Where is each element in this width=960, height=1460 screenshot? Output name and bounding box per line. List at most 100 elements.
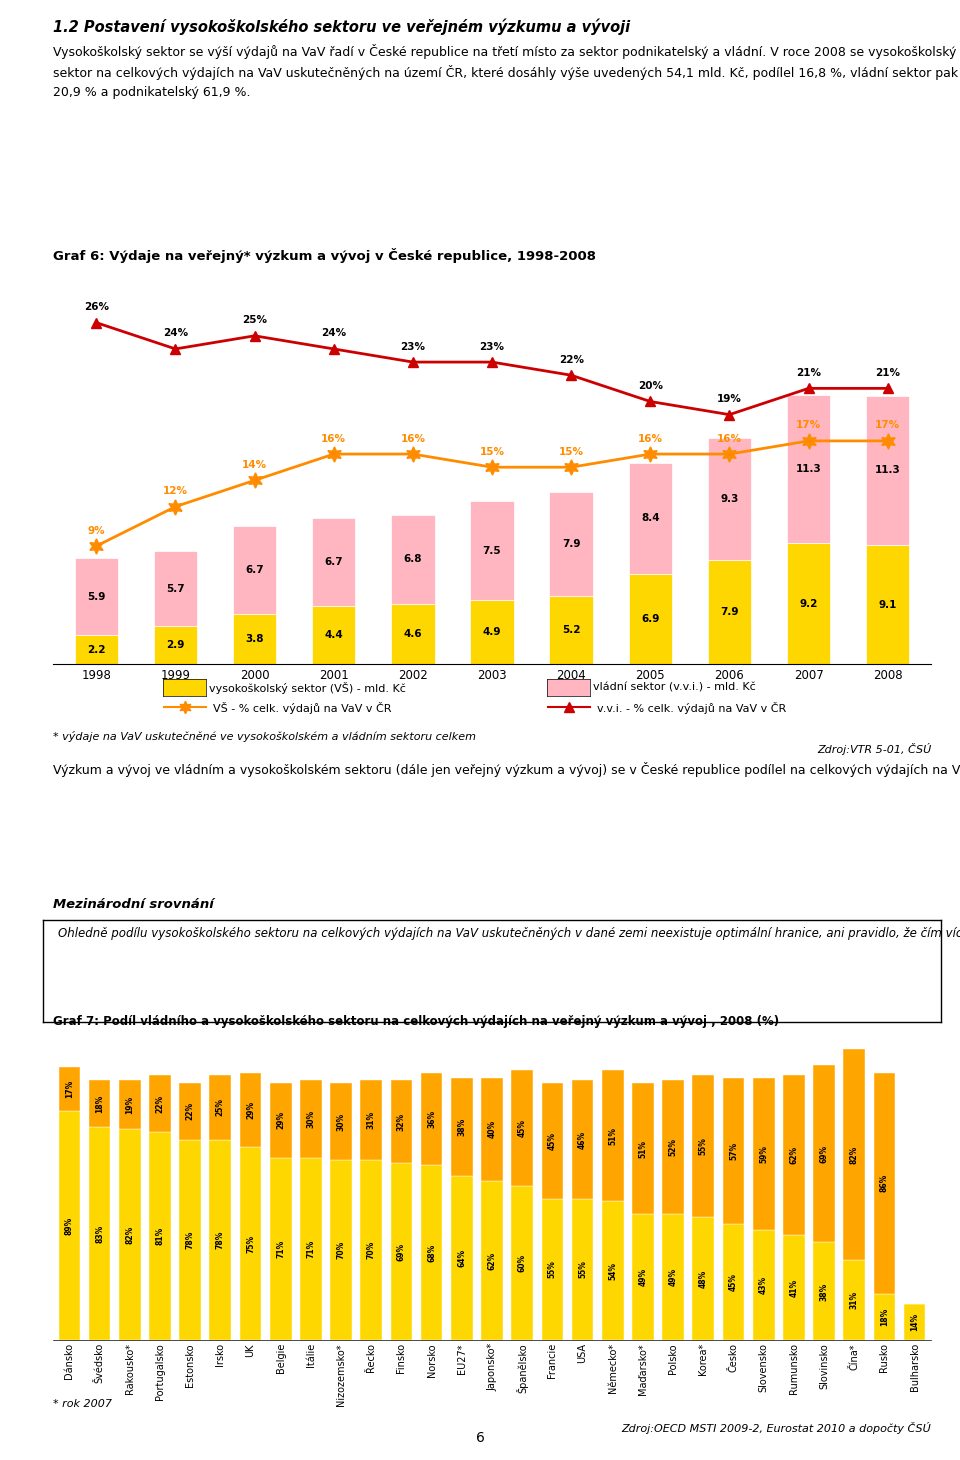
Text: 55%: 55% <box>578 1260 588 1279</box>
Bar <box>470 600 514 664</box>
Text: 15%: 15% <box>479 447 505 457</box>
Text: 4.9: 4.9 <box>483 628 501 637</box>
Bar <box>866 545 909 664</box>
Text: Zdroj:OECD MSTI 2009-2, Eurostat 2010 a dopočty ČSÚ: Zdroj:OECD MSTI 2009-2, Eurostat 2010 a … <box>621 1422 931 1434</box>
Text: 30%: 30% <box>306 1110 316 1129</box>
Bar <box>692 1216 714 1340</box>
Text: 16%: 16% <box>717 434 742 444</box>
Bar <box>843 1050 865 1260</box>
Text: 55%: 55% <box>699 1137 708 1155</box>
Text: 68%: 68% <box>427 1244 436 1261</box>
Text: 2.2: 2.2 <box>87 645 106 656</box>
Text: 70%: 70% <box>367 1241 375 1260</box>
Bar <box>119 1129 141 1340</box>
Text: 7.9: 7.9 <box>562 539 581 549</box>
Text: 11.3: 11.3 <box>796 464 822 475</box>
Bar <box>708 561 751 664</box>
Text: 82%: 82% <box>850 1146 859 1164</box>
Bar <box>209 1140 231 1340</box>
Text: 3.8: 3.8 <box>246 634 264 644</box>
Text: 7.5: 7.5 <box>483 546 501 556</box>
Text: vládní sektor (v.v.i.) - mld. Kč: vládní sektor (v.v.i.) - mld. Kč <box>593 683 756 692</box>
Bar <box>632 1083 654 1215</box>
Text: 69%: 69% <box>820 1145 828 1162</box>
Text: 25%: 25% <box>242 315 267 326</box>
Bar <box>75 635 118 664</box>
Text: * výdaje na VaV uskutečněné ve vysokoškolském a vládním sektoru celkem: * výdaje na VaV uskutečněné ve vysokoško… <box>53 731 476 743</box>
Text: 17%: 17% <box>65 1080 74 1098</box>
Text: 49%: 49% <box>638 1269 647 1286</box>
Text: 16%: 16% <box>637 434 662 444</box>
Bar <box>692 1075 714 1216</box>
Bar <box>723 1077 744 1225</box>
Text: 38%: 38% <box>457 1117 467 1136</box>
Text: 38%: 38% <box>820 1282 828 1301</box>
Text: 78%: 78% <box>185 1231 195 1250</box>
Bar <box>787 543 830 664</box>
Bar <box>602 1202 624 1340</box>
Bar <box>512 1070 533 1186</box>
Text: 24%: 24% <box>322 328 347 339</box>
Text: 9%: 9% <box>87 526 106 536</box>
Text: 62%: 62% <box>789 1146 799 1164</box>
Text: 69%: 69% <box>396 1242 406 1260</box>
Bar <box>240 1073 261 1148</box>
Text: 21%: 21% <box>876 368 900 378</box>
Bar <box>481 1181 503 1340</box>
Bar <box>59 1067 81 1111</box>
Bar <box>783 1235 804 1340</box>
Bar <box>391 604 435 664</box>
Bar <box>312 518 355 606</box>
Text: 40%: 40% <box>488 1120 496 1139</box>
Text: 29%: 29% <box>246 1101 255 1118</box>
Text: 18%: 18% <box>880 1308 889 1326</box>
Text: 45%: 45% <box>517 1118 527 1137</box>
Text: 82%: 82% <box>125 1225 134 1244</box>
Text: 64%: 64% <box>457 1248 467 1267</box>
Bar <box>149 1132 171 1340</box>
Text: Zdroj:VTR 5-01, ČSÚ: Zdroj:VTR 5-01, ČSÚ <box>817 743 931 755</box>
Bar <box>360 1161 382 1340</box>
Text: Graf 6: Výdaje na veřejný* výzkum a vývoj v České republice, 1998-2008: Graf 6: Výdaje na veřejný* výzkum a vývo… <box>53 248 596 263</box>
Text: vysokoškolský sektor (VŠ) - mld. Kč: vysokoškolský sektor (VŠ) - mld. Kč <box>209 682 406 694</box>
Text: 6.7: 6.7 <box>246 565 264 575</box>
Text: 31%: 31% <box>367 1111 375 1129</box>
Text: Ohledně podílu vysokoškolského sektoru na celkových výdajích na VaV uskutečněnýc: Ohledně podílu vysokoškolského sektoru n… <box>58 927 960 940</box>
Text: 70%: 70% <box>337 1241 346 1260</box>
Text: 71%: 71% <box>306 1240 316 1259</box>
Text: 51%: 51% <box>638 1140 647 1158</box>
Bar <box>602 1070 624 1202</box>
Text: 19%: 19% <box>125 1096 134 1114</box>
Text: 5.7: 5.7 <box>166 584 184 594</box>
Text: 45%: 45% <box>548 1132 557 1150</box>
Bar <box>549 596 593 664</box>
Text: 2.9: 2.9 <box>166 641 184 650</box>
Text: 21%: 21% <box>796 368 821 378</box>
Text: 17%: 17% <box>796 420 821 431</box>
Text: 86%: 86% <box>880 1174 889 1193</box>
Bar <box>420 1073 443 1165</box>
Text: 23%: 23% <box>479 342 505 352</box>
Text: 4.4: 4.4 <box>324 631 343 641</box>
Text: 7.9: 7.9 <box>720 607 738 618</box>
Text: 36%: 36% <box>427 1110 436 1129</box>
Text: 15%: 15% <box>559 447 584 457</box>
Text: 9.3: 9.3 <box>720 495 738 504</box>
Text: 81%: 81% <box>156 1226 164 1245</box>
Text: 43%: 43% <box>759 1276 768 1294</box>
Bar <box>549 492 593 596</box>
Bar <box>813 1242 835 1340</box>
Text: 14%: 14% <box>910 1313 919 1332</box>
Bar <box>330 1161 352 1340</box>
Text: 49%: 49% <box>668 1269 678 1286</box>
Text: 30%: 30% <box>337 1113 346 1130</box>
Text: 54%: 54% <box>609 1261 617 1280</box>
Bar <box>59 1111 81 1340</box>
Bar <box>629 463 672 574</box>
Text: 6.7: 6.7 <box>324 558 343 568</box>
Text: Mezinárodní srovnání: Mezinárodní srovnání <box>53 898 213 911</box>
Bar <box>541 1083 564 1199</box>
Bar <box>723 1225 744 1340</box>
Text: 78%: 78% <box>216 1231 225 1250</box>
Bar <box>119 1080 141 1129</box>
